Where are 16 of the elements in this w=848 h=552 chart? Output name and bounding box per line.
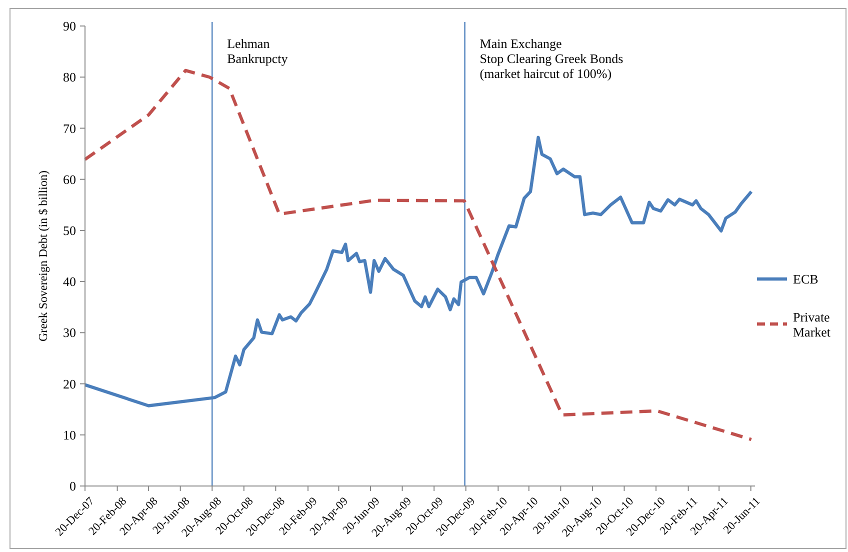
y-tick-label: 80 <box>63 70 76 85</box>
y-tick-label: 20 <box>63 376 76 392</box>
y-tick-label: 60 <box>63 172 76 187</box>
ref-line-label: Lehman Bankrupcty <box>227 36 288 66</box>
legend-label: ECB <box>793 272 819 287</box>
y-tick-label: 40 <box>63 274 76 290</box>
y-tick-label: 90 <box>63 18 76 34</box>
y-tick-label: 10 <box>63 427 76 442</box>
y-tick-label: 0 <box>70 478 76 494</box>
y-tick-label: 50 <box>63 222 76 238</box>
y-axis-title: Greek Sovereign Debt (in $ billion) <box>36 170 50 342</box>
line-series <box>83 68 753 442</box>
legend-label: Private Market <box>793 310 831 340</box>
y-tick-label: 70 <box>63 120 76 136</box>
ref-line-label: Main Exchange Stop Clearing Greek Bonds (market haircut of 100%) <box>480 36 624 81</box>
y-tick-label: 30 <box>63 325 76 340</box>
